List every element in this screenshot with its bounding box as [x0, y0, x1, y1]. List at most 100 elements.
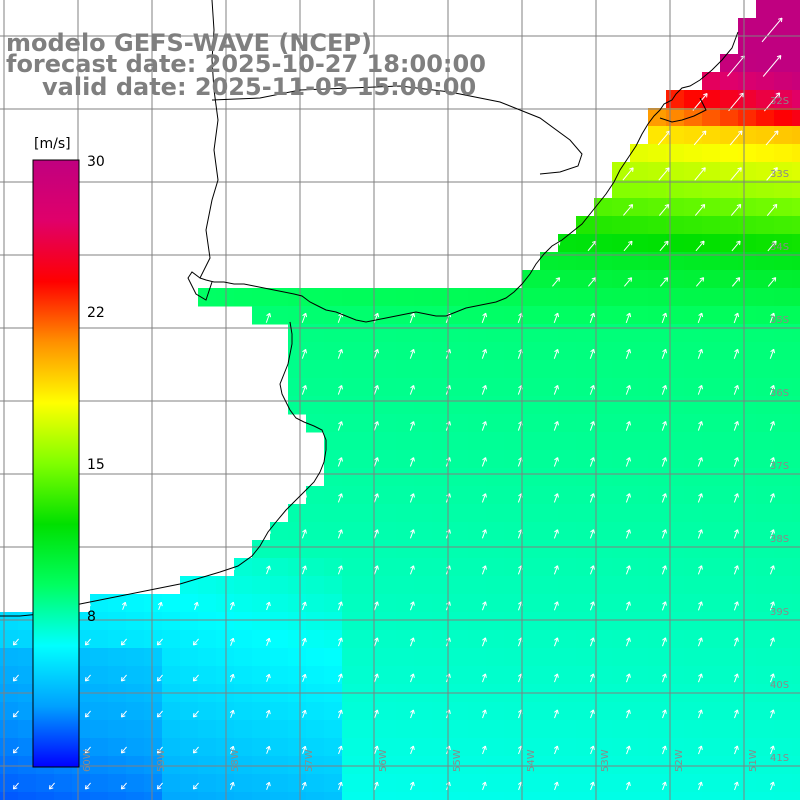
- wind-arrow: [553, 565, 559, 575]
- field-cell: [774, 180, 793, 199]
- field-cell: [558, 648, 577, 667]
- field-cell: [396, 702, 415, 721]
- field-cell: [468, 342, 487, 361]
- field-cell: [324, 594, 343, 613]
- field-cell: [216, 720, 235, 739]
- field-cell: [540, 666, 559, 685]
- field-cell: [180, 702, 199, 721]
- field-cell: [792, 396, 800, 415]
- wind-arrow: [625, 745, 631, 755]
- field-cell: [540, 738, 559, 757]
- field-cell: [666, 468, 685, 487]
- field-cell: [594, 702, 613, 721]
- field-cell: [630, 450, 649, 469]
- field-cell: [198, 720, 217, 739]
- field-cell: [540, 540, 559, 559]
- field-cell: [648, 756, 667, 775]
- field-cell: [234, 738, 253, 757]
- field-cell: [522, 774, 541, 793]
- field-cell: [594, 486, 613, 505]
- field-cell: [504, 756, 523, 775]
- field-cell: [684, 522, 703, 541]
- field-cell: [720, 522, 739, 541]
- wind-arrow: [229, 637, 235, 646]
- field-cell: [720, 576, 739, 595]
- field-cell: [0, 792, 19, 800]
- field-cell: [18, 612, 37, 631]
- field-cell: [756, 558, 775, 577]
- field-cell: [126, 720, 145, 739]
- field-cell: [594, 666, 613, 685]
- field-cell: [306, 522, 325, 541]
- field-cell: [252, 540, 271, 559]
- field-cell: [702, 342, 721, 361]
- field-cell: [702, 144, 721, 163]
- field-cell: [342, 594, 361, 613]
- wind-arrow: [373, 709, 379, 719]
- field-cell: [612, 558, 631, 577]
- field-cell: [522, 306, 541, 325]
- field-cell: [486, 738, 505, 757]
- field-cell: [90, 756, 109, 775]
- field-cell: [720, 288, 739, 307]
- field-cell: [720, 702, 739, 721]
- field-cell: [720, 666, 739, 685]
- field-cell: [18, 774, 37, 793]
- field-cell: [324, 666, 343, 685]
- lon-label: 53W: [600, 749, 611, 772]
- field-cell: [108, 648, 127, 667]
- field-cell: [666, 90, 685, 109]
- wind-arrow: [697, 457, 703, 467]
- field-cell: [450, 738, 469, 757]
- field-cell: [630, 504, 649, 523]
- field-cell: [126, 594, 145, 613]
- valid-date: valid date: 2025-11-05 15:00:00: [42, 73, 477, 101]
- field-cell: [162, 594, 181, 613]
- field-cell: [324, 396, 343, 415]
- field-cell: [702, 648, 721, 667]
- wind-arrow: [770, 709, 775, 719]
- field-cell: [162, 630, 181, 649]
- field-cell: [468, 666, 487, 685]
- wind-arrow: [12, 710, 19, 718]
- field-cell: [630, 774, 649, 793]
- field-cell: [486, 306, 505, 325]
- field-cell: [702, 378, 721, 397]
- field-cell: [198, 594, 217, 613]
- field-cell: [450, 378, 469, 397]
- field-cell: [648, 558, 667, 577]
- wind-arrow: [625, 493, 631, 503]
- field-cell: [486, 540, 505, 559]
- field-cell: [756, 0, 775, 19]
- field-cell: [0, 774, 19, 793]
- field-cell: [432, 504, 451, 523]
- field-cell: [702, 774, 721, 793]
- field-cell: [738, 450, 757, 469]
- field-cell: [486, 450, 505, 469]
- field-cell: [432, 594, 451, 613]
- wind-arrow: [625, 312, 632, 324]
- wind-arrow: [374, 673, 379, 683]
- wind-arrow: [374, 637, 379, 647]
- field-cell: [738, 126, 757, 145]
- field-cell: [540, 702, 559, 721]
- wind-arrow: [481, 529, 487, 539]
- field-cell: [108, 792, 127, 800]
- field-cell: [576, 594, 595, 613]
- field-cell: [522, 324, 541, 343]
- wind-arrow: [762, 55, 782, 77]
- field-cell: [288, 306, 307, 325]
- field-cell: [540, 414, 559, 433]
- field-cell: [432, 450, 451, 469]
- field-cell: [522, 612, 541, 631]
- wind-arrow: [409, 529, 415, 539]
- field-cell: [90, 702, 109, 721]
- wind-arrow: [692, 93, 708, 111]
- field-cell: [126, 648, 145, 667]
- field-cell: [738, 306, 757, 325]
- field-cell: [702, 558, 721, 577]
- field-cell: [666, 162, 685, 181]
- field-cell: [702, 414, 721, 433]
- field-cell: [684, 324, 703, 343]
- field-cell: [378, 540, 397, 559]
